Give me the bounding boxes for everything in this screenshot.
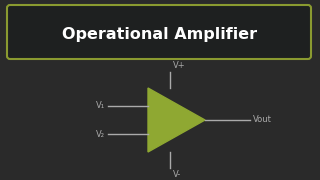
Text: V+: V+: [173, 61, 185, 70]
Text: Operational Amplifier: Operational Amplifier: [62, 26, 258, 42]
Text: V₂: V₂: [96, 130, 105, 139]
Text: V₁: V₁: [96, 101, 105, 110]
Text: Vout: Vout: [253, 116, 272, 125]
FancyBboxPatch shape: [7, 5, 311, 59]
Text: V-: V-: [173, 170, 181, 179]
Polygon shape: [148, 88, 205, 152]
